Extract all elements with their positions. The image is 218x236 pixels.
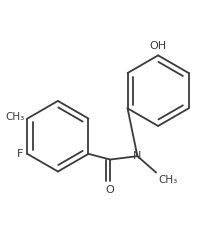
Text: N: N	[133, 151, 142, 161]
Text: CH₃: CH₃	[158, 175, 178, 185]
Text: OH: OH	[150, 41, 167, 51]
Text: O: O	[106, 185, 114, 195]
Text: CH₃: CH₃	[5, 112, 24, 122]
Text: F: F	[17, 149, 24, 159]
